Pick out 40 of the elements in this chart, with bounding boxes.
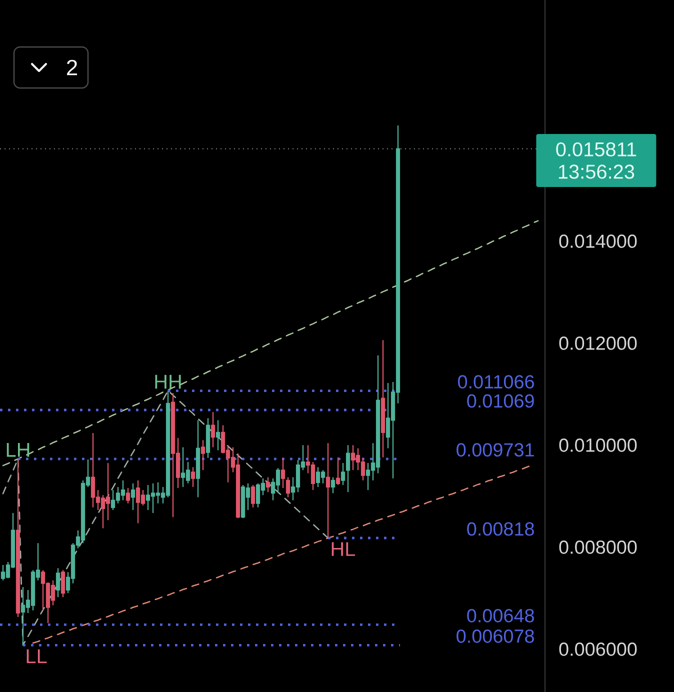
candlestick	[326, 442, 330, 539]
candlestick	[210, 411, 216, 448]
candlestick	[216, 420, 220, 451]
line-series	[2, 220, 539, 466]
candlestick	[330, 476, 336, 494]
y-tick-label: 0.006000	[559, 642, 637, 656]
annotation: 2	[67, 60, 77, 76]
candlestick	[130, 482, 136, 510]
candlestick	[380, 340, 386, 458]
annotation: HH	[155, 374, 181, 389]
candlestick	[286, 476, 290, 498]
ref-line-label: 0.01069	[467, 394, 534, 408]
candlestick	[280, 457, 286, 489]
candlestick	[336, 456, 340, 486]
annotation: LL	[26, 649, 47, 664]
candlestick	[126, 487, 130, 504]
candlestick	[266, 476, 270, 493]
candlestick	[190, 466, 196, 488]
y-tick-label: 0.010000	[559, 438, 637, 452]
candlestick	[206, 418, 210, 458]
candlestick	[346, 444, 350, 493]
candlestick	[60, 570, 66, 598]
candlestick	[56, 568, 60, 598]
candlestick	[200, 440, 206, 471]
ref-line-label: 0.00648	[467, 608, 534, 622]
y-tick-label: 0.008000	[559, 540, 637, 554]
candlestick	[250, 484, 256, 508]
ref-line-label: 0.011066	[458, 375, 534, 389]
ref-line-label: 0.00818	[467, 522, 534, 536]
candlestick	[340, 462, 346, 486]
candlestick	[16, 458, 20, 618]
y-tick-label: 0.012000	[559, 336, 637, 350]
y-tick-label: 0.014000	[559, 234, 637, 248]
annotation: LH	[6, 442, 30, 457]
ref-line-label: 0.006078	[456, 629, 534, 643]
ref-line-label: 0.015811	[556, 142, 636, 156]
annotation: HL	[332, 542, 356, 556]
text: 13:56:23	[558, 164, 634, 179]
candlestick	[196, 420, 200, 498]
ref-line-label: 0.009731	[456, 443, 534, 457]
